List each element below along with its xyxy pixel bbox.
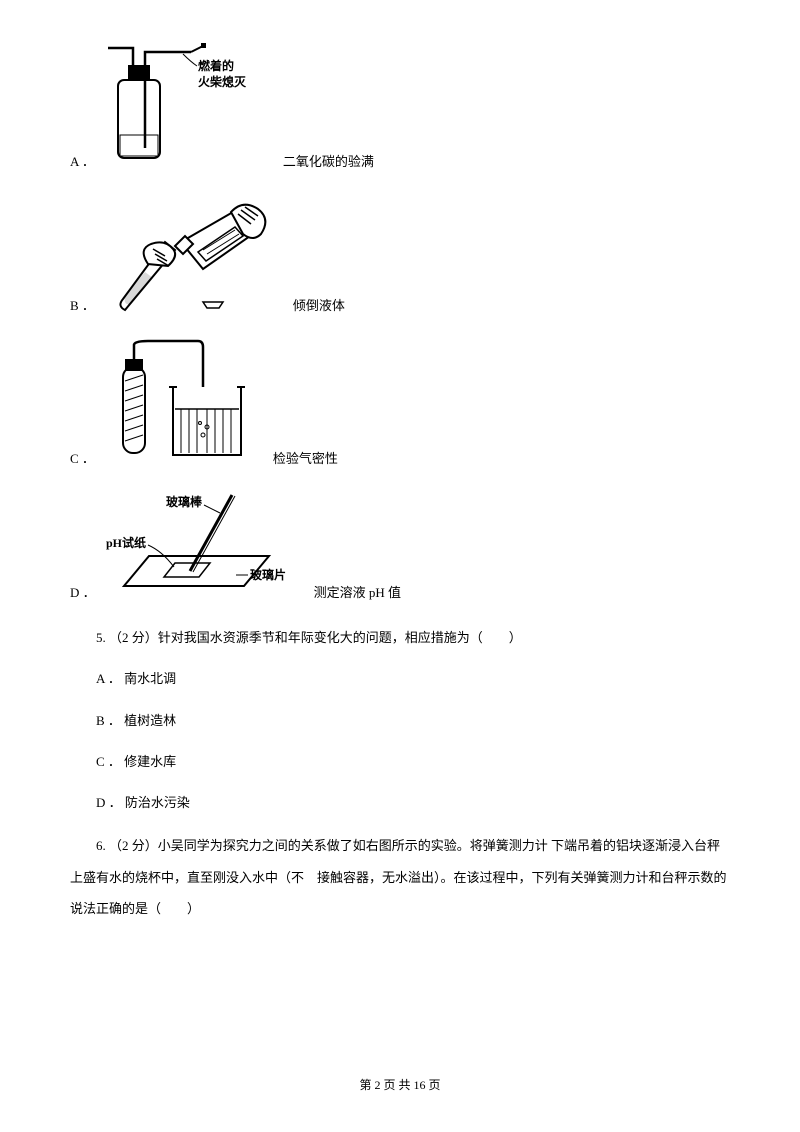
anno-d-rod: 玻璃棒 [166,494,203,509]
option-b-caption: 倾倒液体 [293,296,345,320]
q5-opt-a: A ． 南水北调 [70,665,730,692]
option-a-diagram: 燃着的 火柴熄灭 [103,40,273,176]
option-c-row: C ． [70,337,730,473]
option-a-caption: 二氧化碳的验满 [283,152,374,176]
anno-d-plate: 玻璃片 [250,567,286,582]
option-a-row: A ． 燃着的 火柴熄灭 二氧化碳的验满 [70,40,730,176]
option-c-caption: 检验气密性 [273,449,338,473]
option-b-diagram [103,194,283,320]
option-a-label: A ． [70,152,95,176]
option-d-diagram: 玻璃棒 pH试纸 玻璃片 [104,491,304,607]
option-d-caption: 测定溶液 pH 值 [314,583,401,607]
anno-a-line1: 燃着的 [198,58,234,73]
option-b-label: B ． [70,296,95,320]
page-footer: 第 2 页 共 16 页 [70,1076,730,1094]
option-d-label: D ． [70,583,96,607]
option-c-diagram [103,337,263,473]
option-c-label: C ． [70,449,95,473]
q5-opt-d: D ． 防治水污染 [70,789,730,816]
q5-opt-c: C ． 修建水库 [70,748,730,775]
q6-stem: 6. （2 分）小吴同学为探究力之间的关系做了如右图所示的实验。将弹簧测力计 下… [70,830,730,924]
option-d-row: D ． 玻璃棒 pH试纸 玻璃片 测定溶液 pH 值 [70,491,730,607]
option-b-row: B ． 倾倒液体 [70,194,730,320]
q5-stem: 5. （2 分）针对我国水资源季节和年际变化大的问题，相应措施为（ ） [70,624,730,651]
anno-a-line2: 火柴熄灭 [198,74,247,89]
anno-d-paper: pH试纸 [106,535,146,550]
q5-opt-b: B ． 植树造林 [70,707,730,734]
